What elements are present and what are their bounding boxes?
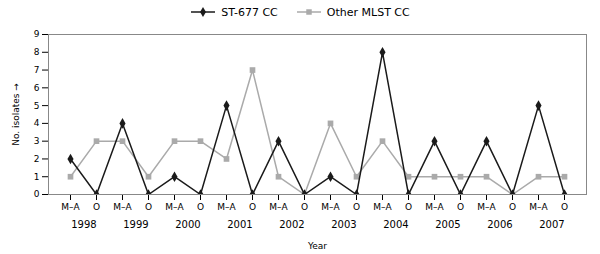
- svg-text:2007: 2007: [539, 219, 564, 230]
- svg-text:O: O: [353, 202, 360, 212]
- svg-text:O: O: [93, 202, 100, 212]
- svg-text:M–A: M–A: [477, 202, 496, 212]
- svg-text:O: O: [509, 202, 516, 212]
- svg-text:4: 4: [34, 118, 40, 128]
- svg-text:6: 6: [34, 83, 40, 93]
- svg-text:0: 0: [34, 189, 40, 199]
- svg-text:M–A: M–A: [529, 202, 548, 212]
- svg-text:2003: 2003: [331, 219, 356, 230]
- svg-text:7: 7: [34, 65, 40, 75]
- svg-text:O: O: [197, 202, 204, 212]
- svg-text:M–A: M–A: [113, 202, 132, 212]
- svg-text:No. isolates →: No. isolates →: [11, 83, 21, 146]
- svg-text:O: O: [145, 202, 152, 212]
- svg-text:M–A: M–A: [269, 202, 288, 212]
- svg-text:M–A: M–A: [373, 202, 392, 212]
- svg-text:2005: 2005: [435, 219, 460, 230]
- svg-text:M–A: M–A: [425, 202, 444, 212]
- svg-text:2002: 2002: [279, 219, 304, 230]
- svg-text:8: 8: [34, 47, 40, 57]
- svg-text:1: 1: [34, 172, 40, 182]
- svg-text:2006: 2006: [487, 219, 512, 230]
- svg-text:2000: 2000: [175, 219, 200, 230]
- svg-text:M–A: M–A: [165, 202, 184, 212]
- svg-text:O: O: [249, 202, 256, 212]
- html-text:Other MLST CC: Other MLST CC: [326, 5, 410, 19]
- svg-text:Year: Year: [307, 241, 327, 251]
- svg-text:O: O: [561, 202, 568, 212]
- svg-text:O: O: [457, 202, 464, 212]
- svg-text:1998: 1998: [71, 219, 96, 230]
- svg-text:2001: 2001: [227, 219, 252, 230]
- svg-text:M–A: M–A: [217, 202, 236, 212]
- svg-text:5: 5: [34, 100, 40, 110]
- svg-text:2: 2: [34, 154, 40, 164]
- svg-text:1999: 1999: [123, 219, 148, 230]
- svg-text:3: 3: [34, 136, 40, 146]
- html-text:ST-677 CC: ST-677 CC: [221, 5, 278, 19]
- svg-text:2004: 2004: [383, 219, 408, 230]
- svg-text:9: 9: [34, 29, 40, 39]
- svg-text:M–A: M–A: [321, 202, 340, 212]
- svg-text:M–A: M–A: [61, 202, 80, 212]
- svg-text:O: O: [301, 202, 308, 212]
- svg-text:O: O: [405, 202, 412, 212]
